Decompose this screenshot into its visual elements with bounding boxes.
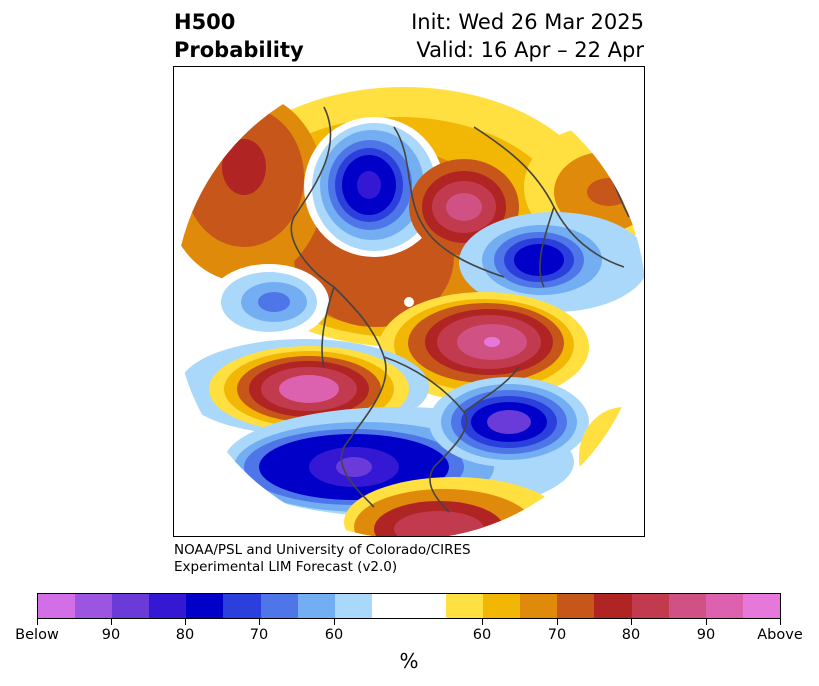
colorbar-tick-label: 80 [621,627,641,643]
colorbar-segment [149,594,187,618]
colorbar [37,593,781,619]
colorbar-segment [186,594,224,618]
colorbar-tick [334,619,335,625]
colorbar-unit: % [399,649,419,673]
colorbar-tick [185,619,186,625]
colorbar-segment [742,594,780,618]
colorbar-segment [408,594,447,618]
title-variable: H500 [174,10,236,34]
colorbar-tick [780,619,781,625]
map-disc [174,67,644,536]
colorbar-segment [223,594,261,618]
title-right: Init: Wed 26 Mar 2025 Valid: 16 Apr – 22… [411,8,644,64]
valid-range: Valid: 16 Apr – 22 Apr [416,38,644,62]
colorbar-tick [259,619,260,625]
colorbar-segment [112,594,150,618]
probability-map [173,66,645,537]
init-date: Init: Wed 26 Mar 2025 [411,10,644,34]
credit-line-2: Experimental LIM Forecast (v2.0) [174,559,398,575]
colorbar-segment [371,594,409,618]
colorbar-segment [446,594,484,618]
anomaly-below-north [304,117,444,257]
anomaly-below-atlantic [429,377,589,467]
colorbar-tick-label: 60 [472,627,492,643]
title-left: H500 Probability [174,8,304,64]
colorbar-segment [334,594,372,618]
colorbar-segment [520,594,558,618]
colorbar-segment [557,594,595,618]
colorbar-tick-label: 70 [249,627,269,643]
colorbar-segment [705,594,743,618]
map-svg [174,67,644,536]
colorbar-tick-label: 90 [101,627,121,643]
coastlines [290,106,630,513]
colorbar-tick [111,619,112,625]
colorbar-segment [297,594,335,618]
colorbar-segment [260,594,298,618]
colorbar-tick-label: 90 [696,627,716,643]
colorbar-tick-label: 60 [324,627,344,643]
colorbar-tick [631,619,632,625]
colorbar-tick [706,619,707,625]
north-pole-marker [404,297,414,307]
credit-text: NOAA/PSL and University of Colorado/CIRE… [174,542,471,576]
colorbar-segment [75,594,113,618]
colorbar-tick-label: Above [757,627,803,643]
anomaly-below-west [209,264,329,340]
anomaly-above-south [344,477,564,536]
colorbar-tick-label: 80 [175,627,195,643]
anomaly-above-central [379,292,589,402]
anomaly-below-east [459,212,644,312]
colorbar-tick [37,619,38,625]
colorbar-segment [668,594,706,618]
colorbar-tick-label: Below [15,627,59,643]
colorbar-tick [482,619,483,625]
colorbar-segment [483,594,521,618]
title-field: Probability [174,38,304,62]
colorbar-tick [557,619,558,625]
colorbar-segment [38,594,76,618]
colorbar-tick-label: 70 [547,627,567,643]
credit-line-1: NOAA/PSL and University of Colorado/CIRE… [174,542,471,558]
colorbar-segment [631,594,669,618]
colorbar-segment [594,594,632,618]
